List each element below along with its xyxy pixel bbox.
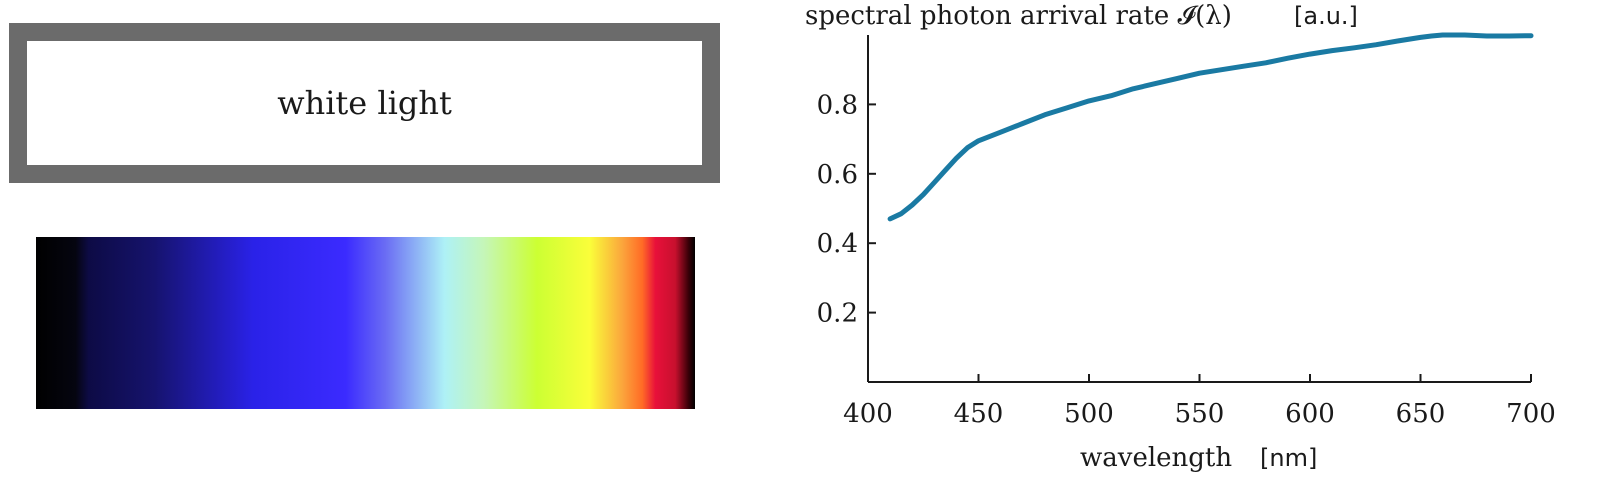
x-tick-label: 500 bbox=[1064, 399, 1114, 429]
x-tick-label: 400 bbox=[843, 399, 893, 429]
y-tick-label: 0.4 bbox=[817, 229, 858, 259]
x-ticks: 400 450 500 550 600 650 700 bbox=[843, 374, 1556, 429]
x-axis-label: wavelength bbox=[1080, 443, 1232, 473]
spectrum-chart: spectral photon arrival rate 𝓘(λ) [a.u.]… bbox=[780, 0, 1612, 493]
series-line bbox=[887, 32, 1534, 222]
x-tick-label: 550 bbox=[1175, 399, 1225, 429]
light-source-label: white light bbox=[277, 84, 452, 122]
y-tick-label: 0.2 bbox=[817, 299, 858, 329]
y-tick-label: 0.6 bbox=[817, 160, 858, 190]
x-tick-label: 650 bbox=[1396, 399, 1446, 429]
spectrum-chart-svg: spectral photon arrival rate 𝓘(λ) [a.u.]… bbox=[805, 1, 1556, 473]
color-spectrum-strip bbox=[36, 237, 695, 409]
x-tick-label: 600 bbox=[1285, 399, 1335, 429]
light-source-box: white light bbox=[9, 23, 720, 183]
y-ticks: 0.2 0.4 0.6 0.8 bbox=[817, 90, 876, 329]
chart-title: spectral photon arrival rate 𝓘(λ) bbox=[805, 1, 1232, 31]
y-tick-label: 0.8 bbox=[817, 90, 858, 120]
x-tick-label: 700 bbox=[1506, 399, 1556, 429]
x-tick-label: 450 bbox=[954, 399, 1004, 429]
x-axis-unit: [nm] bbox=[1260, 444, 1317, 472]
chart-title-unit: [a.u.] bbox=[1294, 2, 1358, 30]
